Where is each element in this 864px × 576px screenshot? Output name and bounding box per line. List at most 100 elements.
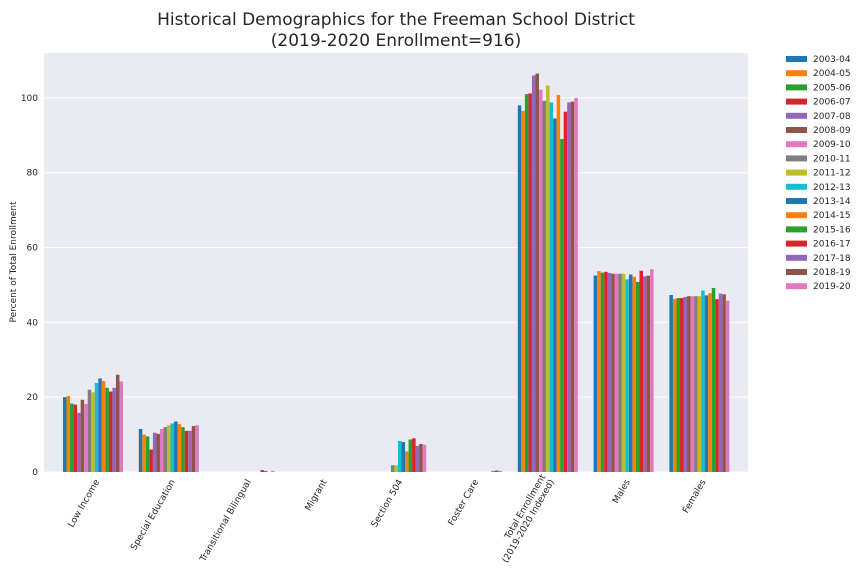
y-tick-label: 100	[21, 94, 38, 104]
legend-swatch	[786, 198, 807, 204]
bar	[646, 275, 651, 472]
legend-label: 2007-08	[813, 112, 851, 122]
x-tick-label: Migrant	[304, 478, 330, 513]
bar	[108, 391, 113, 472]
bar	[63, 397, 67, 472]
legend-label: 2012-13	[813, 183, 851, 193]
legend-swatch	[786, 269, 807, 275]
bar	[401, 442, 406, 472]
bar	[405, 451, 409, 472]
bar	[711, 287, 716, 472]
chart-title: Historical Demographics for the Freeman …	[157, 10, 635, 30]
bar	[524, 94, 529, 472]
bar	[679, 298, 684, 472]
bar	[528, 93, 532, 473]
chart-subtitle: (2019-2020 Enrollment=916)	[271, 31, 521, 51]
legend-label: 2005-06	[813, 83, 851, 93]
legend-swatch	[786, 84, 807, 91]
legend-label: 2016-17	[813, 240, 851, 250]
legend-label: 2008-09	[813, 126, 851, 136]
bar	[643, 276, 647, 472]
bar	[184, 430, 189, 472]
bar	[614, 273, 619, 472]
bar	[628, 274, 633, 472]
legend-label: 2017-18	[813, 254, 851, 264]
bar	[101, 381, 106, 472]
bar	[119, 381, 123, 472]
bar	[142, 434, 146, 472]
x-tick-label: Section 504	[370, 478, 406, 530]
bar	[687, 296, 691, 472]
bar	[611, 273, 615, 472]
legend-label: 2018-19	[813, 268, 851, 278]
x-tick-label-line: Section 504	[370, 478, 406, 530]
bar	[570, 101, 575, 473]
bar	[87, 389, 92, 472]
bar	[708, 293, 712, 472]
bar	[690, 296, 695, 472]
x-tick-label-line: Females	[681, 478, 708, 516]
legend-swatch	[786, 141, 807, 148]
bar	[98, 378, 102, 472]
y-tick-label: 80	[27, 169, 39, 179]
bar	[152, 432, 157, 472]
bar	[412, 438, 416, 472]
bar	[593, 275, 598, 472]
bar	[694, 296, 698, 472]
bar	[174, 421, 178, 472]
bar	[672, 298, 677, 472]
legend-swatch	[786, 155, 807, 162]
legend-swatch	[786, 240, 807, 247]
bar	[722, 294, 726, 472]
y-tick-label: 60	[27, 244, 39, 254]
bar	[77, 412, 81, 472]
legend-swatch	[786, 226, 807, 233]
bar	[618, 273, 622, 472]
legend-label: 2010-11	[813, 154, 851, 164]
x-tick-label: Total Enrollment(2019-2020 Indexed)	[501, 473, 557, 565]
bar	[725, 300, 730, 472]
bar	[632, 276, 636, 472]
y-tick-label: 0	[32, 468, 38, 478]
bar	[718, 293, 723, 472]
bar	[66, 396, 71, 472]
x-tick-label: Transitional Bilingual	[198, 478, 254, 565]
legend: 2003-04 2004-05 2005-06 2006-07 2007-08 2008-…	[786, 55, 851, 292]
bar	[112, 387, 116, 472]
bar	[491, 470, 495, 472]
bar	[704, 295, 709, 472]
bar	[84, 403, 88, 472]
bar	[549, 102, 554, 472]
bar	[531, 75, 536, 473]
bar	[556, 94, 561, 473]
bar	[390, 465, 395, 472]
bar	[145, 436, 150, 472]
bar	[181, 427, 185, 472]
bar	[676, 298, 680, 472]
bar	[149, 449, 153, 472]
x-tick-label-line: Foster Care	[447, 478, 482, 528]
bar	[264, 470, 268, 472]
legend-label: 2019-20	[813, 282, 851, 292]
x-tick-label: Special Education	[129, 478, 178, 552]
bar	[597, 271, 601, 472]
bar	[574, 97, 578, 473]
bar	[521, 110, 525, 473]
legend-swatch	[786, 56, 807, 62]
bar	[625, 279, 629, 472]
x-tick-label-line: Migrant	[304, 478, 330, 513]
x-ticks: Low Income Special Education Transitional …	[67, 473, 709, 565]
bar	[188, 430, 192, 472]
bar	[553, 118, 557, 472]
legend-swatch	[786, 112, 807, 119]
bar	[260, 470, 265, 472]
legend-swatch	[786, 254, 807, 261]
legend-swatch	[786, 70, 807, 77]
bar	[156, 433, 160, 472]
legend-swatch	[786, 183, 807, 190]
y-tick-label: 40	[27, 318, 39, 328]
legend-swatch	[786, 212, 807, 219]
bar	[697, 296, 702, 472]
legend-label: 2009-10	[813, 140, 851, 150]
legend-swatch	[786, 98, 807, 105]
